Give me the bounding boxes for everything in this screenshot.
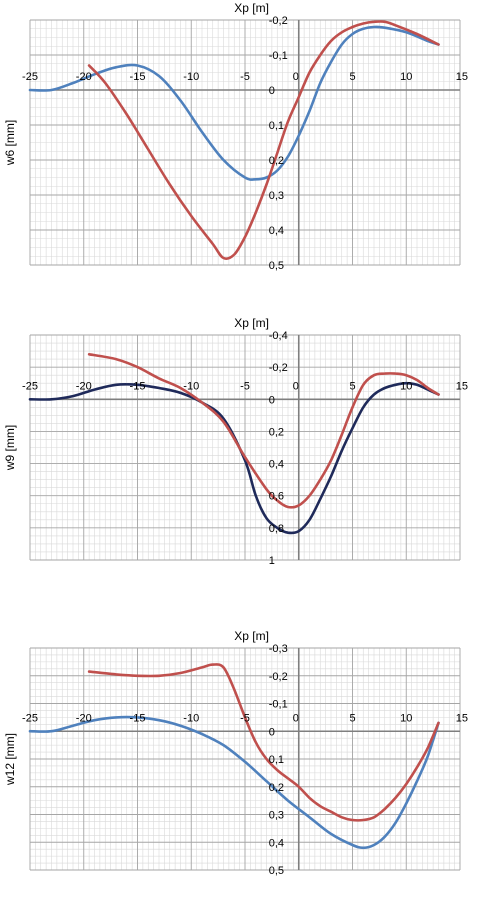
y-tick-label: 0 [269,85,275,97]
y-tick-label: -0,4 [269,330,288,342]
y-tick-label: -0,1 [269,699,288,711]
x-tick-label: -15 [130,71,146,83]
chart-w6: -25 -20 -15 -10 -5 0 5 10 15 -0,2 -0,1 0 0,1 0,2 0,3 0,… [3,1,468,272]
x-tick-label: -20 [76,712,92,724]
y-tick-label: 0,5 [269,865,284,877]
x-tick-label: -5 [240,380,250,392]
chart-w12: -25 -20 -15 -10 -5 0 5 10 15 -0,3 -0,2 -0,1 0 0,1 0,2 0… [3,629,468,877]
x-tick-label: -10 [183,712,199,724]
x-tick-label: 10 [400,380,412,392]
y-tick-label: 0,3 [269,190,284,202]
x-tick-label: 0 [293,380,299,392]
y-tick-label: 0,1 [269,754,284,766]
y-axis-label: w9 [mm] [3,425,17,471]
y-tick-label: 1 [269,555,275,567]
y-axis-label: w12 [mm] [3,733,17,786]
x-tick-label: -25 [22,71,38,83]
x-tick-label: -20 [76,71,92,83]
y-axis-label: w6 [mm] [3,120,17,166]
y-tick-label: 0,4 [269,837,284,849]
x-tick-label: 15 [456,712,468,724]
y-tick-label: 0,4 [269,459,284,471]
x-tick-label: -10 [183,71,199,83]
x-tick-label: -5 [240,71,250,83]
y-tick-label: 0 [269,726,275,738]
x-tick-label: 10 [400,712,412,724]
chart-w9: -25 -20 -15 -10 -5 0 5 10 15 -0,4 -0,2 0 0,2 0,4 0,6 0,… [3,316,468,567]
y-tick-label: -0,1 [269,50,288,62]
y-tick-label: -0,2 [269,671,288,683]
x-tick-label: 15 [456,380,468,392]
series-line-2 [87,20,440,261]
y-tick-label: 0,1 [269,120,284,132]
x-tick-label: 10 [400,71,412,83]
y-tick-label: -0,2 [269,362,288,374]
x-tick-label: 15 [456,71,468,83]
y-tick-label: 0,8 [269,523,284,535]
y-tick-label: 0,2 [269,782,284,794]
y-tick-label: 0 [269,394,275,406]
x-tick-label: 5 [349,712,355,724]
series-line-1 [28,25,440,181]
x-axis-label: Xp [m] [234,629,269,643]
x-axis-label: Xp [m] [234,1,269,15]
series-line-2 [87,353,440,509]
y-tick-label: -0,2 [269,15,288,27]
x-tick-label: -15 [130,712,146,724]
x-axis-label: Xp [m] [234,316,269,330]
grid [29,334,461,561]
series-line-1 [28,715,440,850]
x-tick-label: 5 [349,71,355,83]
series-line-2 [87,663,440,822]
y-tick-label: 0,3 [269,810,284,822]
grid [29,19,461,266]
y-tick-label: 0,6 [269,491,284,503]
x-tick-label: -10 [183,380,199,392]
grid [29,647,461,871]
x-tick-label: 0 [293,71,299,83]
x-tick-label: 0 [293,712,299,724]
y-tick-label: 0,5 [269,260,284,272]
y-tick-label: 0,2 [269,155,284,167]
x-tick-label: -25 [22,712,38,724]
x-tick-label: -25 [22,380,38,392]
x-tick-label: -20 [76,380,92,392]
y-tick-label: -0,3 [269,643,288,655]
x-tick-label: 5 [349,380,355,392]
y-tick-label: 0,4 [269,225,284,237]
series-line-1 [28,381,440,535]
x-tick-label: -5 [240,712,250,724]
y-tick-label: 0,2 [269,426,284,438]
x-tick-label: -15 [130,380,146,392]
